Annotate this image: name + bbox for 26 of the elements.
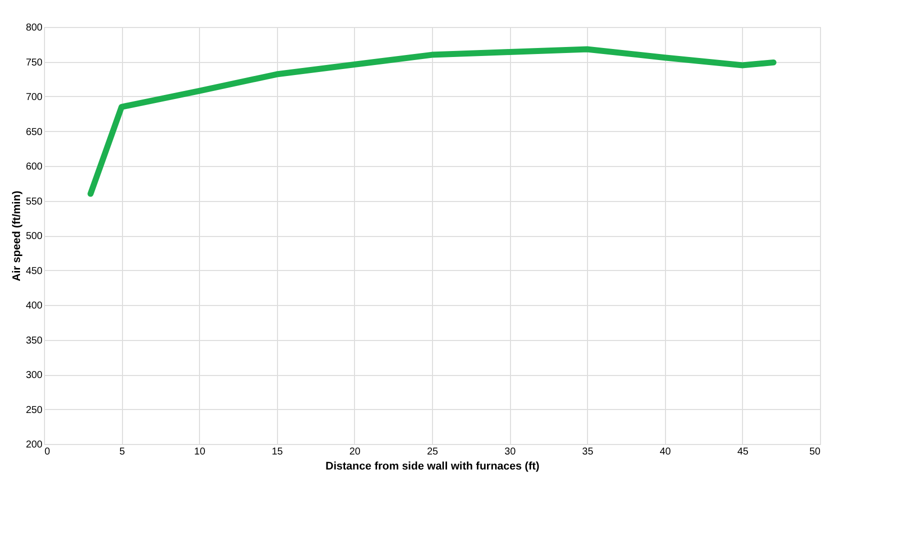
x-tick-label: 25 bbox=[426, 446, 438, 458]
x-axis-title: Distance from side wall with furnaces (ft) bbox=[326, 460, 540, 472]
y-tick-label: 800 bbox=[26, 22, 43, 34]
x-tick-label: 40 bbox=[660, 446, 672, 458]
x-tick-label: 5 bbox=[119, 446, 126, 458]
y-tick-label: 700 bbox=[26, 92, 43, 103]
y-tick-label: 450 bbox=[26, 266, 43, 277]
x-tick-label: 30 bbox=[504, 446, 516, 458]
x-tick-label: 10 bbox=[194, 446, 206, 458]
x-tick-label: 0 bbox=[44, 446, 50, 458]
y-tick-label: 200 bbox=[26, 440, 43, 450]
y-tick-label: 550 bbox=[26, 196, 43, 208]
y-tick-label: 600 bbox=[26, 162, 43, 172]
x-tick-label: 35 bbox=[582, 446, 594, 458]
y-tick-label: 300 bbox=[26, 370, 43, 381]
y-tick-label: 400 bbox=[26, 300, 43, 312]
x-tick-label: 15 bbox=[272, 446, 284, 458]
x-tick-label: 45 bbox=[737, 446, 749, 458]
x-tick-label: 50 bbox=[809, 446, 821, 458]
y-tick-label: 500 bbox=[26, 231, 43, 242]
x-tick-label: 20 bbox=[349, 446, 361, 458]
y-tick-label: 750 bbox=[26, 57, 43, 68]
y-axis-title: Air speed (ft/min) bbox=[10, 190, 23, 282]
y-tick-label: 650 bbox=[26, 126, 43, 138]
y-tick-label: 250 bbox=[26, 404, 43, 416]
y-tick-label: 350 bbox=[26, 335, 43, 346]
